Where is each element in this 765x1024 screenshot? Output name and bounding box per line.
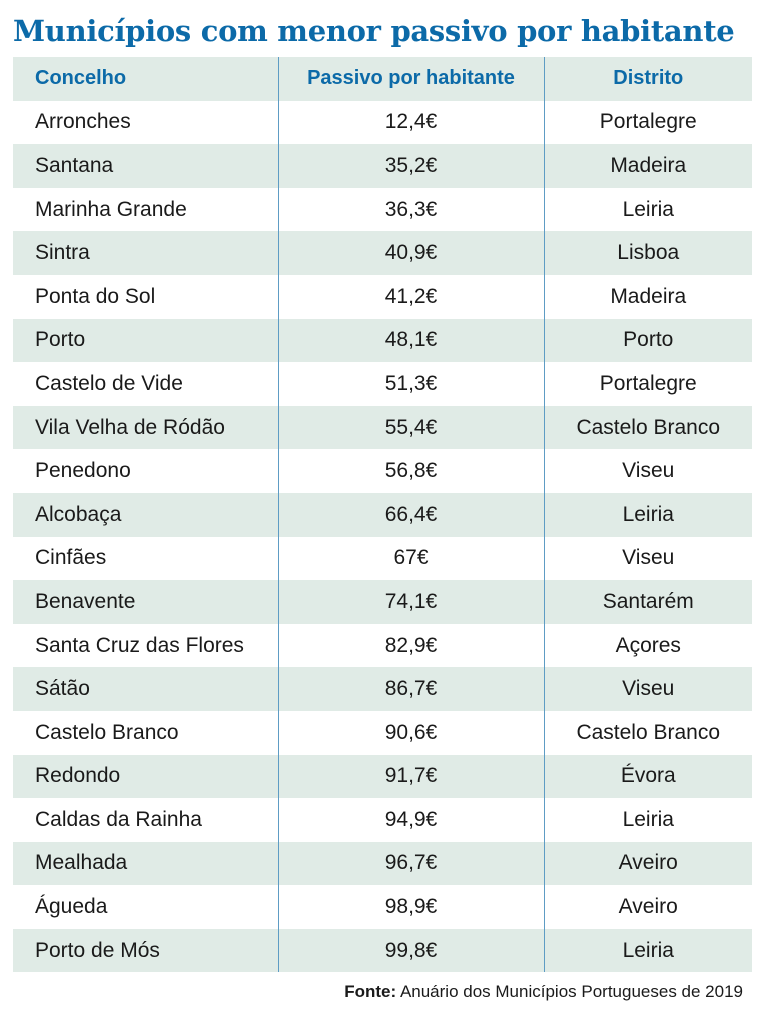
cell-concelho: Mealhada bbox=[13, 841, 278, 886]
cell-distrito: Madeira bbox=[543, 274, 752, 319]
table-row: Águeda 98,9€ Aveiro bbox=[13, 885, 752, 929]
cell-concelho: Ponta do Sol bbox=[13, 274, 278, 319]
header-concelho: Concelho bbox=[13, 57, 278, 101]
table-header-row: Concelho Passivo por habitante Distrito bbox=[13, 57, 752, 101]
cell-concelho: Castelo Branco bbox=[13, 710, 278, 755]
cell-distrito: Aveiro bbox=[543, 841, 752, 886]
cell-distrito: Madeira bbox=[543, 144, 752, 188]
cell-distrito: Lisboa bbox=[543, 231, 752, 275]
cell-distrito: Açores bbox=[543, 623, 752, 668]
source-text: Anuário dos Municípios Portugueses de 20… bbox=[399, 982, 743, 1001]
cell-distrito: Leiria bbox=[543, 798, 752, 842]
cell-passivo: 48,1€ bbox=[277, 318, 544, 363]
cell-distrito: Portalegre bbox=[543, 362, 752, 406]
table-row: Sintra 40,9€ Lisboa bbox=[13, 231, 752, 275]
cell-distrito: Castelo Branco bbox=[543, 405, 752, 450]
table-row: Ponta do Sol 41,2€ Madeira bbox=[13, 274, 752, 319]
table-row: Caldas da Rainha 94,9€ Leiria bbox=[13, 798, 752, 842]
table-row: Porto de Mós 99,8€ Leiria bbox=[13, 928, 752, 973]
cell-concelho: Sintra bbox=[13, 231, 278, 275]
table-row: Porto 48,1€ Porto bbox=[13, 318, 752, 363]
cell-passivo: 51,3€ bbox=[277, 362, 544, 406]
cell-concelho: Cinfães bbox=[13, 536, 278, 581]
cell-passivo: 99,8€ bbox=[277, 928, 544, 973]
table-row: Santana 35,2€ Madeira bbox=[13, 144, 752, 188]
cell-distrito: Évora bbox=[543, 754, 752, 799]
cell-distrito: Castelo Branco bbox=[543, 710, 752, 755]
cell-concelho: Castelo de Vide bbox=[13, 362, 278, 406]
municipalities-table: Concelho Passivo por habitante Distrito … bbox=[13, 57, 752, 973]
table-row: Arronches 12,4€ Portalegre bbox=[13, 100, 752, 145]
cell-passivo: 82,9€ bbox=[277, 623, 544, 668]
cell-distrito: Viseu bbox=[543, 536, 752, 581]
cell-passivo: 96,7€ bbox=[277, 841, 544, 886]
cell-passivo: 91,7€ bbox=[277, 754, 544, 799]
cell-passivo: 12,4€ bbox=[277, 100, 544, 145]
cell-concelho: Penedono bbox=[13, 449, 278, 493]
cell-distrito: Porto bbox=[543, 318, 752, 363]
header-distrito: Distrito bbox=[543, 57, 752, 101]
cell-distrito: Santarém bbox=[543, 580, 752, 624]
cell-distrito: Leiria bbox=[543, 187, 752, 232]
cell-passivo: 55,4€ bbox=[277, 405, 544, 450]
cell-concelho: Águeda bbox=[13, 885, 278, 929]
table-row: Marinha Grande 36,3€ Leiria bbox=[13, 187, 752, 232]
table-row: Sátão 86,7€ Viseu bbox=[13, 667, 752, 711]
cell-concelho: Porto bbox=[13, 318, 278, 363]
cell-passivo: 66,4€ bbox=[277, 492, 544, 537]
table-row: Cinfães 67€ Viseu bbox=[13, 536, 752, 581]
cell-concelho: Porto de Mós bbox=[13, 928, 278, 973]
cell-passivo: 86,7€ bbox=[277, 667, 544, 711]
cell-passivo: 56,8€ bbox=[277, 449, 544, 493]
cell-concelho: Santa Cruz das Flores bbox=[13, 623, 278, 668]
cell-passivo: 35,2€ bbox=[277, 144, 544, 188]
table-row: Penedono 56,8€ Viseu bbox=[13, 449, 752, 493]
cell-distrito: Leiria bbox=[543, 928, 752, 973]
table-row: Castelo de Vide 51,3€ Portalegre bbox=[13, 362, 752, 406]
table-row: Alcobaça 66,4€ Leiria bbox=[13, 492, 752, 537]
cell-distrito: Viseu bbox=[543, 449, 752, 493]
cell-passivo: 74,1€ bbox=[277, 580, 544, 624]
cell-distrito: Portalegre bbox=[543, 100, 752, 145]
cell-concelho: Alcobaça bbox=[13, 492, 278, 537]
cell-passivo: 40,9€ bbox=[277, 231, 544, 275]
cell-passivo: 41,2€ bbox=[277, 274, 544, 319]
table-body: Arronches 12,4€ Portalegre Santana 35,2€ Made… bbox=[13, 100, 752, 973]
source-label: Fonte: bbox=[344, 982, 397, 1001]
cell-concelho: Vila Velha de Ródão bbox=[13, 405, 278, 450]
table-row: Benavente 74,1€ Santarém bbox=[13, 580, 752, 624]
cell-distrito: Aveiro bbox=[543, 885, 752, 929]
table-row: Vila Velha de Ródão 55,4€ Castelo Branco bbox=[13, 405, 752, 450]
cell-concelho: Benavente bbox=[13, 580, 278, 624]
cell-passivo: 67€ bbox=[277, 536, 544, 581]
table-row: Castelo Branco 90,6€ Castelo Branco bbox=[13, 710, 752, 755]
cell-distrito: Viseu bbox=[543, 667, 752, 711]
cell-concelho: Redondo bbox=[13, 754, 278, 799]
source-note: Fonte: Anuário dos Municípios Portuguese… bbox=[344, 982, 743, 1002]
cell-passivo: 90,6€ bbox=[277, 710, 544, 755]
cell-distrito: Leiria bbox=[543, 492, 752, 537]
page-title: Municípios com menor passivo por habitan… bbox=[13, 14, 735, 48]
cell-concelho: Caldas da Rainha bbox=[13, 798, 278, 842]
cell-concelho: Marinha Grande bbox=[13, 187, 278, 232]
cell-passivo: 94,9€ bbox=[277, 798, 544, 842]
cell-concelho: Arronches bbox=[13, 100, 278, 145]
header-passivo: Passivo por habitante bbox=[277, 57, 544, 101]
table-row: Santa Cruz das Flores 82,9€ Açores bbox=[13, 623, 752, 668]
table-row: Redondo 91,7€ Évora bbox=[13, 754, 752, 799]
table-row: Mealhada 96,7€ Aveiro bbox=[13, 841, 752, 886]
cell-concelho: Santana bbox=[13, 144, 278, 188]
cell-passivo: 36,3€ bbox=[277, 187, 544, 232]
cell-concelho: Sátão bbox=[13, 667, 278, 711]
cell-passivo: 98,9€ bbox=[277, 885, 544, 929]
